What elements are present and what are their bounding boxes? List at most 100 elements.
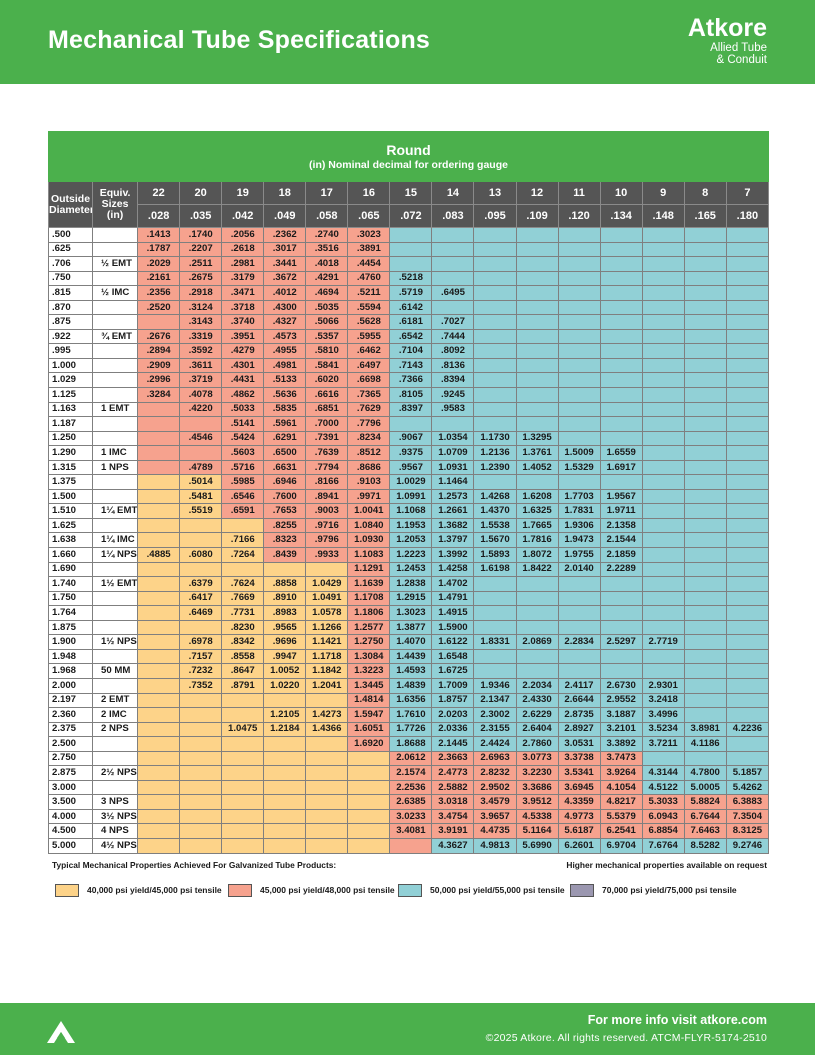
table-row: 1.187 .5141.5961.7000.7796	[47, 416, 770, 432]
weight-cell	[557, 270, 601, 287]
gauge-header: 9	[641, 181, 685, 205]
weight-cell	[599, 474, 643, 490]
brand-sub-1: Allied Tube	[710, 42, 767, 54]
weight-cell: 5.8824	[683, 794, 727, 810]
weight-cell: 1.2105	[263, 707, 307, 723]
weight-cell	[515, 619, 559, 636]
weight-cell: 3.5234	[641, 721, 685, 738]
weight-cell: 1.2136	[473, 445, 517, 461]
weight-cell	[137, 823, 181, 839]
table-row: .750 .2161.2675.3179.3672.4291.4760.5218	[47, 270, 770, 287]
equiv-size-cell	[92, 648, 139, 665]
weight-cell: .8439	[263, 547, 307, 563]
weight-cell	[515, 343, 559, 359]
weight-cell	[641, 474, 685, 490]
weight-cell	[725, 285, 770, 301]
weight-cell: 1.7816	[515, 532, 559, 549]
weight-cell: .7166	[221, 532, 265, 549]
equiv-size-cell: 1 NPS	[92, 459, 139, 476]
weight-cell: 2.3155	[473, 721, 517, 738]
table-row: 2.197 2 EMT 1.4814 1.6356 1.8757 2.1347 2.4330…	[47, 692, 770, 709]
weight-cell: .4981	[263, 357, 307, 374]
weight-cell	[137, 314, 181, 330]
weight-cell	[137, 532, 181, 549]
weight-cell: 1.0052	[263, 663, 307, 679]
weight-cell: .8394	[431, 372, 475, 389]
outside-diameter-cell: .815	[47, 285, 94, 301]
weight-cell	[431, 270, 475, 287]
weight-cell: 2.6229	[515, 707, 559, 723]
weight-cell	[221, 750, 265, 767]
table-row: 1.948 .7157.8558.9947 1.1718 1.3084 1.4439 1.…	[47, 648, 770, 665]
weight-cell	[641, 314, 685, 330]
atkore-logo-icon	[47, 1021, 75, 1043]
weight-cell	[557, 605, 601, 621]
footer-info-link[interactable]: For more info visit atkore.com	[587, 1013, 767, 1027]
equiv-size-cell	[92, 779, 139, 796]
legend-label: 50,000 psi yield/55,000 psi tensile	[430, 885, 565, 895]
weight-cell	[725, 503, 770, 519]
table-row: .875 .3143.3740.4327.5066.5628.6181.7027	[47, 314, 770, 330]
weight-cell: .5719	[389, 285, 433, 301]
weight-cell	[725, 474, 770, 490]
weight-cell: 1.1953	[389, 517, 433, 534]
weight-cell: 1.1464	[431, 474, 475, 490]
table-row: 2.750 2.0612 2.3663 2.6963 3.0773 3.3738 3.747…	[47, 750, 770, 767]
weight-cell	[347, 837, 391, 854]
weight-cell	[683, 416, 727, 432]
weight-cell	[179, 736, 223, 752]
weight-cell: .4012	[263, 285, 307, 301]
equiv-size-cell: 3½ NPS	[92, 808, 139, 825]
gauge-header: 10	[599, 181, 643, 205]
weight-cell: 3.4579	[473, 794, 517, 810]
weight-cell	[473, 416, 517, 432]
weight-cell	[725, 401, 770, 418]
weight-cell	[389, 416, 433, 432]
weight-cell	[641, 576, 685, 592]
table-row: 1.690 1.1291 1.2453 1.4258 1.6198 1.8422 2.014…	[47, 561, 770, 578]
weight-cell	[137, 474, 181, 490]
weight-cell	[683, 445, 727, 461]
outside-diameter-cell: 2.750	[47, 750, 94, 767]
weight-cell	[557, 590, 601, 607]
weight-cell	[431, 227, 475, 243]
weight-cell: .8558	[221, 648, 265, 665]
weight-cell: 1.5893	[473, 547, 517, 563]
weight-cell	[137, 561, 181, 578]
weight-cell: 1.6548	[431, 648, 475, 665]
weight-cell	[515, 241, 559, 258]
weight-cell	[473, 663, 517, 679]
weight-cell: 1.6208	[515, 488, 559, 505]
legend-swatch	[55, 883, 79, 897]
weight-cell	[473, 576, 517, 592]
weight-cell: .6495	[431, 285, 475, 301]
weight-cell: .9933	[305, 547, 349, 563]
weight-cell	[137, 808, 181, 825]
weight-cell: .3319	[179, 328, 223, 345]
legend-label: 40,000 psi yield/45,000 psi tensile	[87, 885, 222, 895]
outside-diameter-cell: 2.875	[47, 765, 94, 781]
weight-cell: 2.9502	[473, 779, 517, 796]
weight-cell: 3.3892	[599, 736, 643, 752]
weight-cell: 6.3883	[725, 794, 770, 810]
weight-cell: .2740	[305, 227, 349, 243]
outside-diameter-cell: 2.500	[47, 736, 94, 752]
weight-cell: .7000	[305, 416, 349, 432]
weight-cell: 3.2101	[599, 721, 643, 738]
gauge-header: 14	[431, 181, 475, 205]
weight-cell: .9716	[305, 517, 349, 534]
weight-cell: .5835	[263, 401, 307, 418]
weight-cell: 1.6122	[431, 634, 475, 650]
weight-cell: .4301	[221, 357, 265, 374]
weight-cell	[599, 605, 643, 621]
weight-cell: .4885	[137, 547, 181, 563]
outside-diameter-cell: 1.900	[47, 634, 94, 650]
brand-sub-2: & Conduit	[716, 54, 767, 66]
weight-cell: 2.2034	[515, 677, 559, 694]
weight-cell	[389, 241, 433, 258]
equiv-size-cell: 1½ NPS	[92, 634, 139, 650]
weight-cell	[725, 648, 770, 665]
equiv-size-cell: 50 MM	[92, 663, 139, 679]
weight-cell	[725, 590, 770, 607]
outside-diameter-cell: 1.187	[47, 416, 94, 432]
